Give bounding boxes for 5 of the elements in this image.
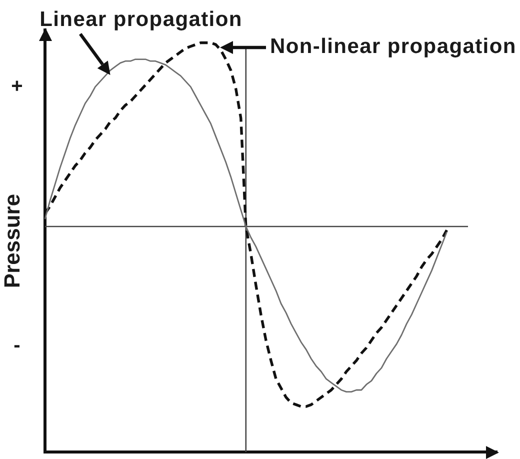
y-axis-title: Pressure [0,194,24,288]
legend-label: Non-linear propagation [270,34,516,58]
text: - [14,334,20,357]
series-label: Linear propagation [40,8,242,31]
text: + [11,76,23,98]
